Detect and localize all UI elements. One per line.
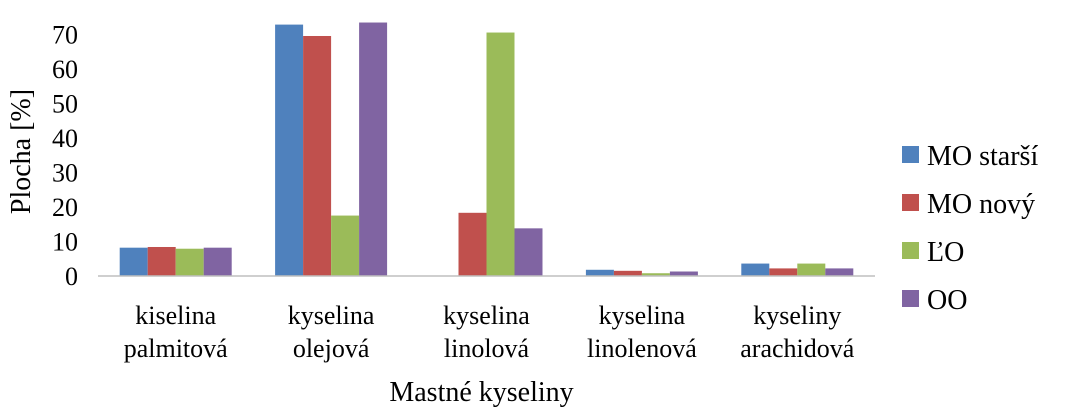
- x-category-label: kyselina: [443, 301, 530, 330]
- bar-3-0: [585, 269, 614, 276]
- y-axis-ticks: 0 10 20 30 40 50 60 70: [52, 20, 78, 291]
- bar-4-2: [797, 263, 826, 276]
- bar-1-2: [331, 215, 360, 276]
- legend-swatch: [902, 194, 919, 211]
- y-tick-label: 50: [52, 89, 78, 118]
- legend-swatch: [902, 290, 919, 307]
- bar-2-1: [458, 212, 487, 276]
- legend-label: MO nový: [927, 189, 1035, 220]
- bar-1-0: [275, 24, 304, 276]
- y-tick-label: 70: [52, 20, 78, 49]
- x-category-label: olejová: [293, 334, 370, 363]
- x-category-label: kyselina: [288, 301, 375, 330]
- x-axis-category-labels: kiselina palmitová kyselina olejová kyselina…: [124, 301, 855, 363]
- bar-0-0: [119, 247, 148, 276]
- legend-swatch: [902, 242, 919, 259]
- bar-0-3: [203, 247, 232, 276]
- bar-3-1: [613, 270, 642, 276]
- bar-1-1: [303, 35, 332, 276]
- y-tick-label: 20: [52, 193, 78, 222]
- bar-0-2: [175, 248, 204, 276]
- x-category-label: arachidová: [740, 334, 855, 363]
- legend-label: OO: [927, 285, 967, 316]
- x-category-label: linolenová: [587, 334, 697, 363]
- bar-4-3: [825, 268, 854, 276]
- bars: [119, 22, 854, 277]
- y-axis-title: Plocha [%]: [6, 89, 37, 214]
- bar-2-3: [514, 228, 543, 276]
- bar-4-1: [769, 268, 798, 276]
- x-category-label: kyseliny: [753, 301, 841, 330]
- x-axis-title: Mastné kyseliny: [389, 377, 573, 408]
- x-category-label: linolová: [444, 334, 530, 363]
- bar-3-2: [641, 273, 670, 276]
- legend-label: MO starší: [927, 141, 1038, 172]
- legend: MO starší MO nový ĽO OO: [902, 141, 1038, 316]
- y-tick-label: 30: [52, 158, 78, 187]
- legend-label: ĽO: [927, 237, 964, 268]
- bar-2-2: [486, 32, 515, 276]
- legend-swatch: [902, 146, 919, 163]
- x-category-label: palmitová: [124, 334, 228, 363]
- bar-4-0: [741, 263, 770, 276]
- bar-0-1: [147, 246, 176, 276]
- y-tick-label: 0: [65, 262, 78, 291]
- x-category-label: kyselina: [599, 301, 686, 330]
- bar-1-3: [359, 22, 388, 277]
- y-tick-label: 10: [52, 227, 78, 256]
- y-tick-label: 40: [52, 124, 78, 153]
- y-tick-label: 60: [52, 55, 78, 84]
- x-category-label: kiselina: [135, 301, 216, 330]
- bar-3-3: [669, 271, 698, 276]
